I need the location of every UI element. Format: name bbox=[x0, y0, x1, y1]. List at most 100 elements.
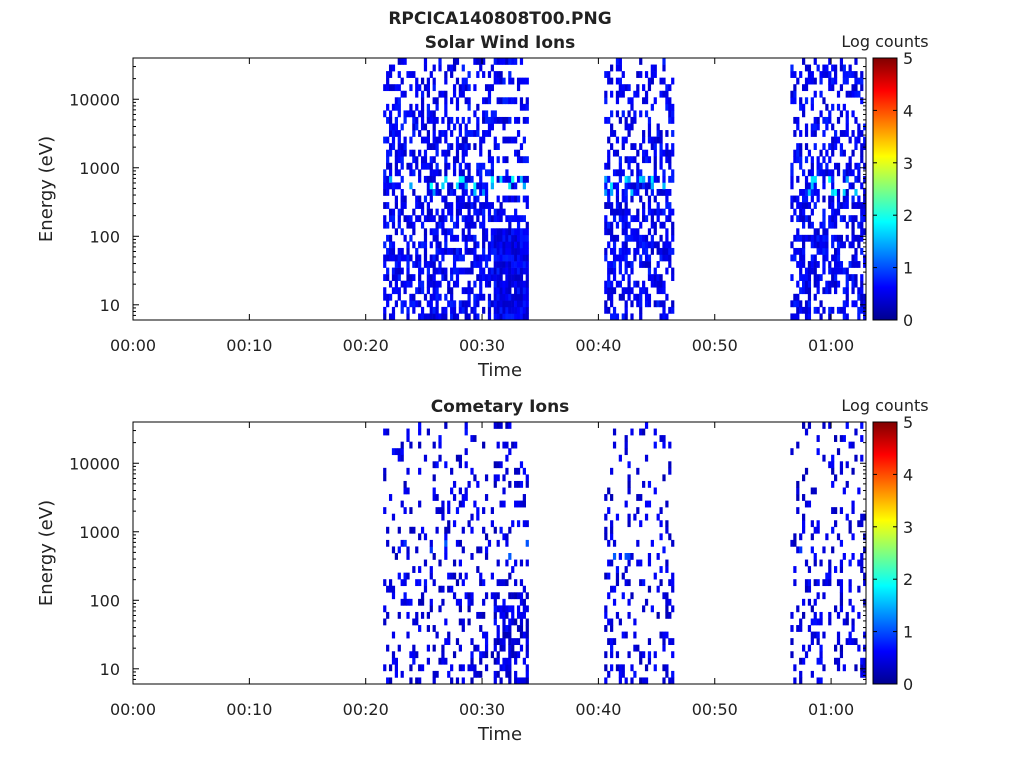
spectrogram-cell bbox=[444, 97, 448, 105]
spectrogram-cell bbox=[490, 592, 494, 600]
spectrogram-cell bbox=[493, 234, 497, 242]
spectrogram-cell bbox=[525, 677, 529, 685]
spectrogram-cell bbox=[860, 97, 864, 105]
spectrogram-cell bbox=[860, 143, 864, 150]
spectrogram-cell bbox=[487, 156, 492, 164]
spectrogram-cell bbox=[796, 143, 800, 150]
spectrogram-cell bbox=[822, 116, 826, 124]
spectrogram-cell bbox=[493, 313, 497, 321]
spectrogram-cell bbox=[834, 234, 838, 242]
spectrogram-cell bbox=[522, 306, 526, 314]
spectrogram-cell bbox=[799, 546, 803, 554]
spectrogram-cell bbox=[615, 254, 620, 262]
spectrogram-cell bbox=[467, 287, 471, 295]
spectrogram-cell bbox=[505, 58, 509, 65]
spectrogram-cell bbox=[493, 208, 497, 216]
spectrogram-cell bbox=[415, 546, 419, 554]
spectrogram-cell bbox=[839, 559, 844, 567]
spectrogram-cell bbox=[476, 507, 480, 514]
spectrogram-cell bbox=[473, 241, 477, 249]
spectrogram-cell bbox=[810, 195, 814, 203]
spectrogram-cell bbox=[525, 228, 529, 236]
spectrogram-cell bbox=[525, 241, 529, 249]
spectrogram-cell bbox=[863, 631, 867, 639]
spectrogram-cell bbox=[412, 651, 416, 659]
spectrogram-cell bbox=[650, 136, 654, 144]
spectrogram-cell bbox=[470, 638, 474, 645]
spectrogram-cell bbox=[816, 195, 820, 203]
spectrogram-cell bbox=[857, 90, 861, 98]
spectrogram-cell bbox=[505, 670, 509, 678]
spectrogram-cell bbox=[610, 651, 614, 659]
spectrogram-cell bbox=[484, 474, 489, 482]
spectrogram-cell bbox=[656, 261, 660, 268]
spectrogram-cell bbox=[450, 267, 454, 275]
spectrogram-cell bbox=[487, 97, 492, 105]
spectrogram-cell bbox=[508, 572, 512, 580]
spectrogram-cell bbox=[516, 215, 521, 223]
spectrogram-cell bbox=[423, 533, 428, 541]
spectrogram-cell bbox=[525, 103, 529, 111]
spectrogram-cell bbox=[403, 592, 407, 600]
spectrogram-cell bbox=[807, 64, 812, 72]
colorbar-tick-label: 1 bbox=[903, 623, 913, 642]
spectrogram-cell bbox=[426, 182, 430, 190]
spectrogram-cell bbox=[790, 638, 794, 645]
spectrogram-cell bbox=[624, 241, 628, 249]
spectrogram-cell bbox=[659, 77, 663, 85]
spectrogram-cell bbox=[804, 215, 809, 223]
spectrogram-cell bbox=[839, 644, 844, 652]
spectrogram-cell bbox=[668, 241, 672, 249]
spectrogram-cell bbox=[851, 228, 855, 236]
spectrogram-cell bbox=[435, 97, 439, 105]
spectrogram-cell bbox=[639, 287, 643, 295]
spectrogram-cell bbox=[391, 221, 396, 229]
spectrogram-cell bbox=[386, 247, 390, 255]
spectrogram-cell bbox=[644, 149, 649, 157]
spectrogram-cell bbox=[522, 228, 526, 236]
spectrogram-cell bbox=[484, 116, 489, 124]
x-tick-label: 00:00 bbox=[110, 700, 156, 719]
spectrogram-cell bbox=[464, 428, 468, 436]
spectrogram-cell bbox=[834, 189, 838, 196]
spectrogram-cell bbox=[612, 553, 617, 560]
spectrogram-cell bbox=[502, 611, 506, 619]
spectrogram-cell bbox=[458, 90, 462, 98]
spectrogram-cell bbox=[391, 592, 396, 600]
spectrogram-cell bbox=[397, 293, 401, 301]
spectrogram-cell bbox=[426, 611, 430, 619]
spectrogram-cell bbox=[441, 116, 445, 124]
spectrogram-cell bbox=[482, 274, 486, 281]
spectrogram-cell bbox=[452, 84, 457, 92]
spectrogram-cell bbox=[415, 103, 419, 111]
spectrogram-cell bbox=[624, 566, 628, 573]
spectrogram-cell bbox=[647, 241, 652, 249]
spectrogram-cell bbox=[851, 625, 855, 632]
spectrogram-cell bbox=[415, 300, 419, 308]
spectrogram-cell bbox=[458, 300, 462, 308]
spectrogram-cell bbox=[423, 215, 428, 223]
spectrogram-cell bbox=[415, 202, 419, 209]
spectrogram-cell bbox=[508, 247, 512, 255]
spectrogram-cell bbox=[621, 228, 625, 236]
spectrogram-cell bbox=[825, 572, 829, 580]
spectrogram-cell bbox=[455, 136, 460, 144]
spectrogram-cell bbox=[461, 202, 465, 209]
spectrogram-cell bbox=[650, 77, 654, 85]
spectrogram-cell bbox=[406, 313, 410, 321]
spectrogram-cell bbox=[505, 136, 509, 144]
spectrogram-cell bbox=[511, 261, 515, 268]
spectrogram-cell bbox=[464, 247, 468, 255]
spectrogram-cell bbox=[461, 116, 465, 124]
spectrogram-cell bbox=[627, 221, 631, 229]
spectrogram-cell bbox=[412, 657, 416, 665]
spectrogram-cell bbox=[813, 611, 817, 619]
spectrogram-cell bbox=[831, 306, 835, 314]
spectrogram-cell bbox=[842, 169, 846, 177]
spectrogram-cell bbox=[514, 149, 518, 157]
spectrogram-cell bbox=[400, 539, 404, 547]
spectrogram-cell bbox=[435, 228, 439, 236]
spectrogram-cell bbox=[493, 215, 497, 223]
spectrogram-cell bbox=[470, 677, 474, 685]
spectrogram-cell bbox=[511, 195, 515, 203]
